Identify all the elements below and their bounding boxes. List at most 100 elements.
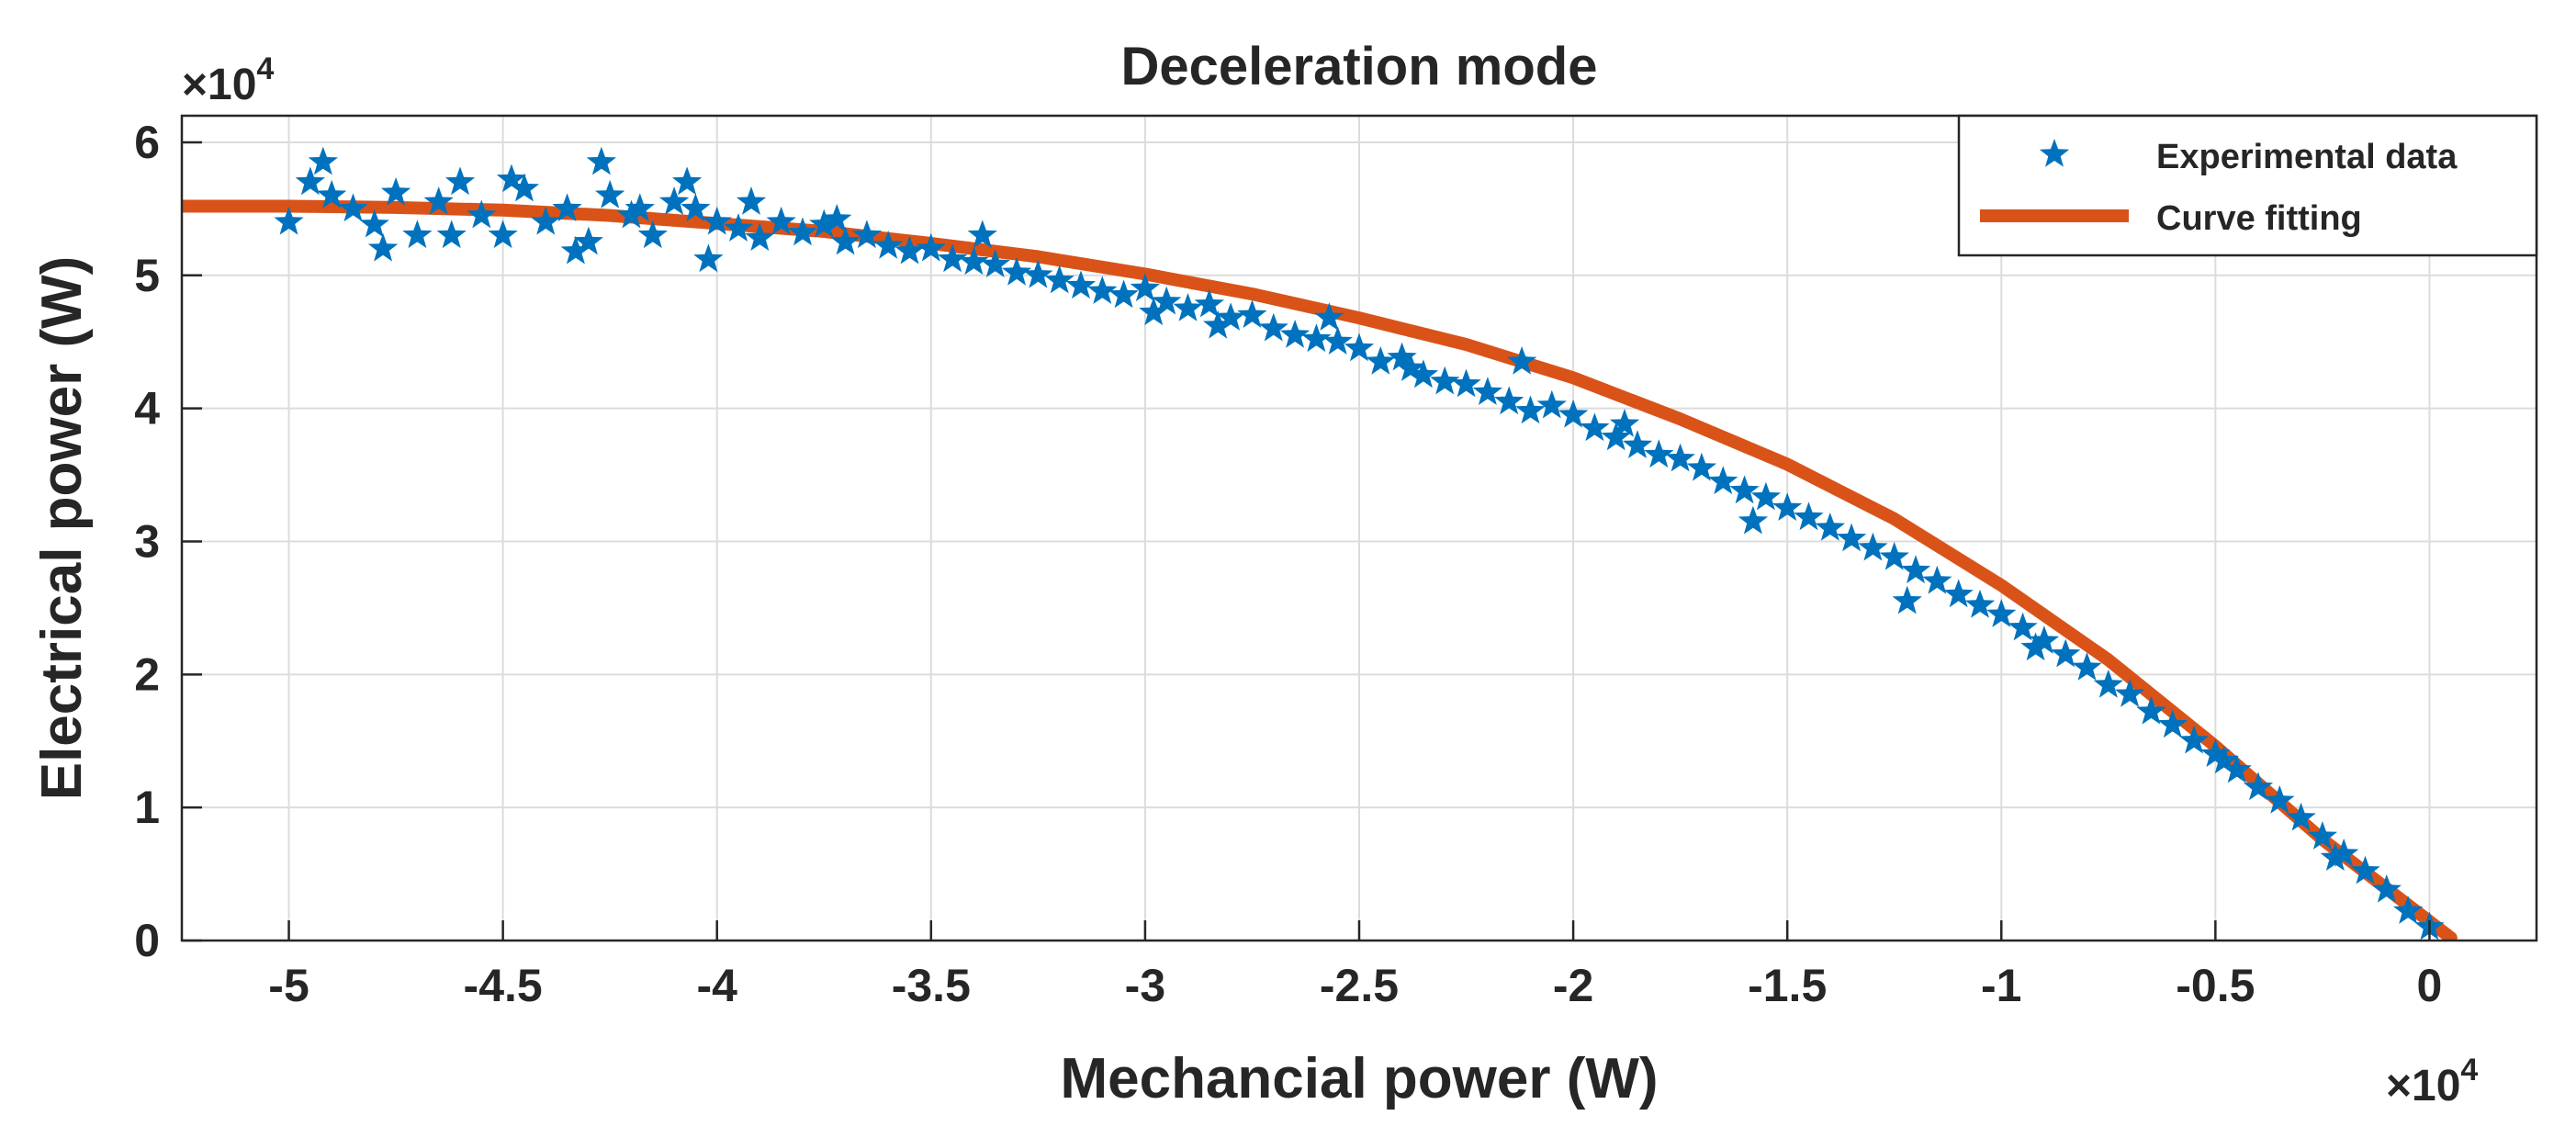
data-point bbox=[938, 243, 968, 273]
data-point bbox=[745, 222, 775, 251]
data-point bbox=[1729, 475, 1760, 504]
data-point bbox=[1472, 377, 1502, 405]
data-point bbox=[1794, 501, 1824, 531]
data-point bbox=[1408, 359, 1439, 389]
data-point bbox=[573, 226, 603, 255]
data-point bbox=[1322, 326, 1353, 355]
data-point bbox=[444, 166, 476, 196]
x-tick-label: -2 bbox=[1553, 960, 1593, 1011]
data-point bbox=[1301, 323, 1332, 353]
data-point bbox=[702, 206, 732, 235]
data-point bbox=[2008, 612, 2038, 641]
data-point bbox=[274, 206, 304, 235]
legend-box bbox=[1957, 114, 2538, 257]
data-point bbox=[595, 179, 625, 208]
legend-marker-experimental bbox=[2039, 139, 2070, 167]
data-point bbox=[1622, 430, 1653, 458]
data-point bbox=[2329, 838, 2359, 867]
data-point bbox=[552, 193, 582, 222]
data-point bbox=[1152, 286, 1182, 315]
data-point bbox=[873, 230, 904, 259]
chart-title: Deceleration mode bbox=[1121, 37, 1598, 96]
data-point bbox=[1366, 346, 1396, 375]
x-tick-label: 0 bbox=[2417, 960, 2443, 1011]
data-point bbox=[1314, 302, 1344, 331]
data-point bbox=[2093, 669, 2123, 698]
data-point bbox=[1665, 443, 1695, 472]
data-point bbox=[338, 193, 368, 222]
data-point bbox=[766, 206, 796, 235]
data-point bbox=[671, 166, 703, 196]
x-multiplier-base: ×10 bbox=[2386, 1062, 2460, 1110]
y-tick-label: 3 bbox=[134, 515, 160, 567]
data-point bbox=[1023, 259, 1053, 288]
data-point bbox=[295, 166, 325, 196]
x-tick-label: -5 bbox=[268, 960, 309, 1011]
y-tick-label: 6 bbox=[134, 117, 160, 168]
x-tick-label: -4.5 bbox=[464, 960, 543, 1011]
data-point bbox=[2286, 802, 2316, 831]
data-point bbox=[624, 193, 655, 222]
data-point bbox=[402, 220, 433, 249]
x-tick-label: -1 bbox=[1981, 960, 2021, 1011]
data-point bbox=[1507, 346, 1537, 375]
data-point bbox=[1237, 299, 1267, 328]
data-point bbox=[1900, 555, 1931, 584]
data-point bbox=[967, 220, 997, 249]
data-point bbox=[2136, 695, 2166, 725]
data-point bbox=[1686, 452, 1717, 481]
legend: Experimental data Curve fitting bbox=[1957, 114, 2538, 257]
data-point bbox=[509, 173, 540, 202]
data-point bbox=[436, 220, 467, 249]
data-point bbox=[980, 249, 1010, 277]
curve-fitting-line bbox=[182, 199, 2458, 941]
data-point bbox=[723, 213, 754, 242]
data-point bbox=[1203, 310, 1233, 339]
data-point bbox=[2243, 772, 2274, 801]
x-tick-label: -3 bbox=[1125, 960, 1165, 1011]
data-point bbox=[894, 235, 925, 265]
data-point bbox=[2157, 709, 2188, 738]
data-point bbox=[380, 177, 411, 206]
data-point bbox=[1139, 297, 1169, 326]
data-point bbox=[1430, 366, 1460, 395]
data-point bbox=[496, 163, 527, 193]
x-tick-label: -4 bbox=[696, 960, 737, 1011]
data-point bbox=[959, 246, 989, 276]
data-point bbox=[1580, 412, 1610, 442]
data-point bbox=[1738, 505, 1769, 535]
data-point bbox=[423, 186, 454, 215]
y-tick-label: 4 bbox=[134, 383, 160, 434]
data-point bbox=[2200, 738, 2231, 767]
x-axis-label: Mechancial power (W) bbox=[1060, 1047, 1658, 1110]
data-point bbox=[1772, 492, 1803, 521]
data-point bbox=[1087, 276, 1118, 304]
data-point bbox=[851, 220, 883, 249]
data-point bbox=[1609, 409, 1640, 437]
data-point bbox=[1558, 399, 1589, 428]
data-point bbox=[1515, 395, 1546, 424]
data-point bbox=[1815, 513, 1845, 541]
data-point bbox=[2178, 725, 2210, 754]
curve-layer bbox=[182, 199, 2458, 941]
data-point bbox=[2209, 745, 2239, 774]
data-point bbox=[359, 208, 389, 238]
data-point bbox=[822, 204, 852, 232]
data-point bbox=[1536, 389, 1567, 419]
data-point bbox=[637, 220, 668, 249]
legend-star-marker bbox=[2039, 139, 2070, 167]
data-point bbox=[2320, 842, 2351, 871]
data-point bbox=[1451, 368, 1481, 398]
y-multiplier-base: ×10 bbox=[182, 61, 256, 109]
data-point bbox=[916, 232, 946, 262]
data-point bbox=[531, 206, 561, 235]
data-point bbox=[1750, 481, 1781, 511]
data-point bbox=[1964, 590, 1996, 618]
data-point bbox=[2222, 754, 2252, 783]
data-point bbox=[1216, 302, 1246, 331]
data-point bbox=[681, 193, 711, 222]
data-point bbox=[1108, 279, 1139, 309]
x-tick-label: -3.5 bbox=[892, 960, 971, 1011]
data-point bbox=[693, 243, 724, 273]
y-tick-label: 5 bbox=[134, 250, 160, 301]
